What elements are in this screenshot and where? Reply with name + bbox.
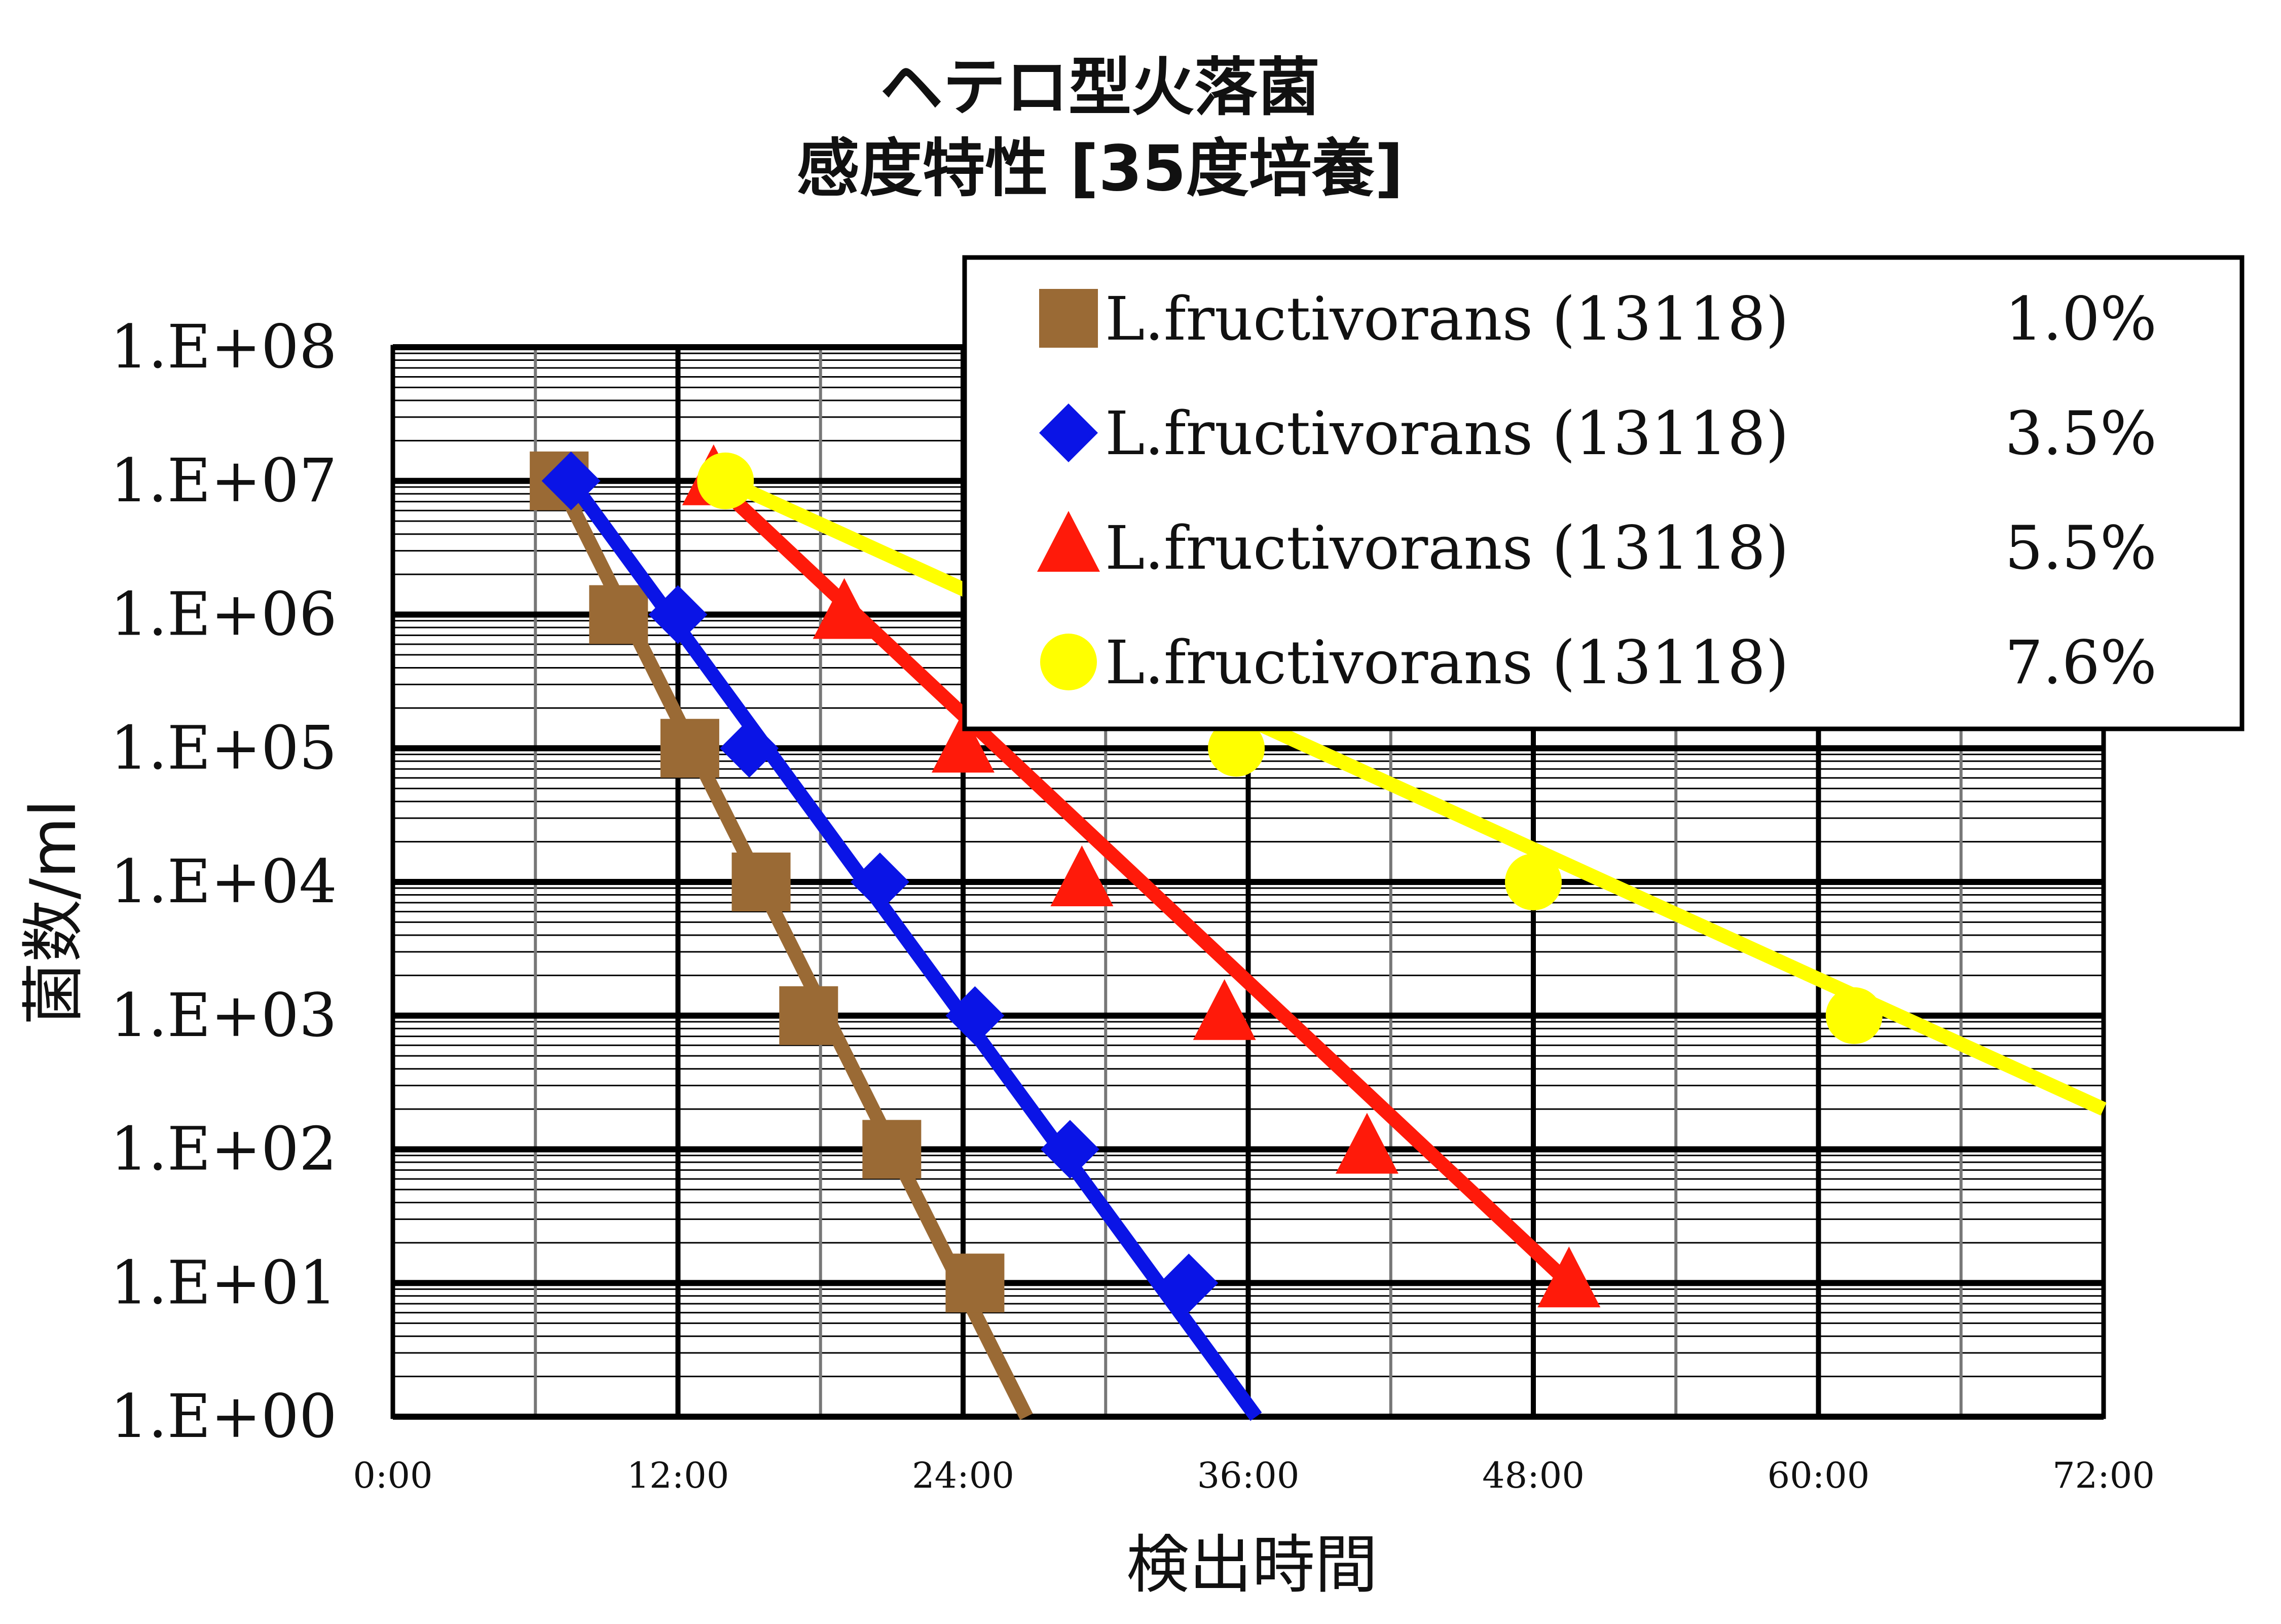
- data-point-circle: [1208, 720, 1265, 777]
- y-axis-label: 菌数/ml: [17, 799, 90, 1025]
- x-tick-label: 24:00: [912, 1455, 1014, 1496]
- x-tick-label: 0:00: [353, 1455, 432, 1496]
- legend-items: L.fructivorans (13118) 1.0%L.fructivorans…: [1037, 284, 2157, 697]
- data-point-triangle: [1335, 1113, 1399, 1174]
- series-square-1-0pct: [530, 451, 1033, 1420]
- data-point-diamond: [720, 719, 779, 778]
- data-point-diamond: [945, 986, 1005, 1045]
- legend-concentration: 7.6%: [2005, 628, 2157, 697]
- legend-series-name: L.fructivorans (13118): [1105, 398, 1789, 468]
- y-tick-label: 1.E+01: [110, 1247, 337, 1317]
- data-point-triangle: [932, 712, 995, 773]
- series-diamond-3-5pct: [541, 451, 1262, 1421]
- y-tick-label: 1.E+06: [110, 579, 337, 649]
- y-tick-label: 1.E+00: [110, 1381, 337, 1451]
- x-tick-label: 12:00: [627, 1455, 729, 1496]
- data-point-square: [945, 1253, 1005, 1313]
- legend-series-name: L.fructivorans (13118): [1105, 284, 1789, 354]
- x-tick-label: 48:00: [1482, 1455, 1585, 1496]
- legend-item: L.fructivorans (13118) 5.5%: [1037, 511, 2157, 583]
- data-point-circle: [697, 452, 754, 509]
- x-tick-label: 72:00: [2052, 1455, 2155, 1496]
- x-axis-label: 検出時間: [1126, 1529, 1378, 1602]
- legend-concentration: 1.0%: [2005, 284, 2157, 354]
- legend-item: L.fructivorans (13118) 7.6%: [1040, 628, 2157, 697]
- y-tick-label: 1.E+08: [110, 312, 337, 382]
- x-tick-label: 36:00: [1197, 1455, 1300, 1496]
- y-tick-label: 1.E+02: [110, 1114, 337, 1184]
- y-tick-label: 1.E+05: [110, 713, 337, 783]
- data-point-square: [660, 719, 719, 778]
- legend-marker-diamond: [1039, 403, 1098, 462]
- data-point-square: [862, 1120, 922, 1179]
- y-tick-label: 1.E+07: [110, 446, 337, 515]
- chart-subtitle: 感度特性 [35度培養]: [796, 132, 1403, 205]
- legend-marker-triangle: [1037, 511, 1100, 572]
- legend-series-name: L.fructivorans (13118): [1105, 513, 1789, 583]
- data-point-square: [731, 853, 791, 911]
- data-point-triangle: [1537, 1246, 1601, 1308]
- data-point-circle: [1825, 987, 1883, 1044]
- data-point-diamond: [1159, 1253, 1219, 1313]
- legend-concentration: 3.5%: [2005, 398, 2157, 468]
- legend-series-name: L.fructivorans (13118): [1105, 628, 1789, 697]
- x-axis-ticks: 0:00 12:00 24:00 36:00 48:00 60:00 72:00: [353, 1455, 2154, 1496]
- legend-marker-square: [1039, 289, 1098, 348]
- y-axis-ticks: 1.E+00 1.E+01 1.E+02 1.E+03 1.E+04 1.E+05 1.E+…: [110, 312, 337, 1451]
- legend-box: [962, 255, 2245, 731]
- data-point-circle: [1505, 854, 1562, 910]
- data-point-square: [589, 585, 648, 644]
- legend-item: L.fructivorans (13118) 1.0%: [1039, 284, 2157, 354]
- data-point-diamond: [648, 585, 708, 644]
- series-trend-line: [565, 476, 1262, 1421]
- data-point-diamond: [541, 451, 601, 510]
- x-tick-label: 60:00: [1768, 1455, 1870, 1496]
- legend-item: L.fructivorans (13118) 3.5%: [1039, 398, 2157, 468]
- series-triangle-5-5pct: [682, 444, 1601, 1308]
- data-point-square: [779, 986, 838, 1045]
- data-point-diamond: [850, 853, 909, 911]
- data-point-triangle: [1050, 845, 1114, 906]
- series-circle-7-6pct: [697, 452, 2107, 1116]
- legend-concentration: 5.5%: [2005, 513, 2157, 583]
- chart-title: ヘテロ型火落菌: [880, 51, 1320, 124]
- y-tick-label: 1.E+04: [110, 846, 337, 916]
- legend-marker-circle: [1040, 634, 1097, 690]
- series-layer: [530, 444, 2107, 1421]
- data-point-triangle: [813, 578, 876, 639]
- y-tick-label: 1.E+03: [110, 980, 337, 1050]
- data-point-triangle: [1193, 979, 1256, 1040]
- legend: L.fructivorans (13118) 1.0%L.fructivorans…: [962, 255, 2245, 731]
- data-point-diamond: [1040, 1120, 1099, 1179]
